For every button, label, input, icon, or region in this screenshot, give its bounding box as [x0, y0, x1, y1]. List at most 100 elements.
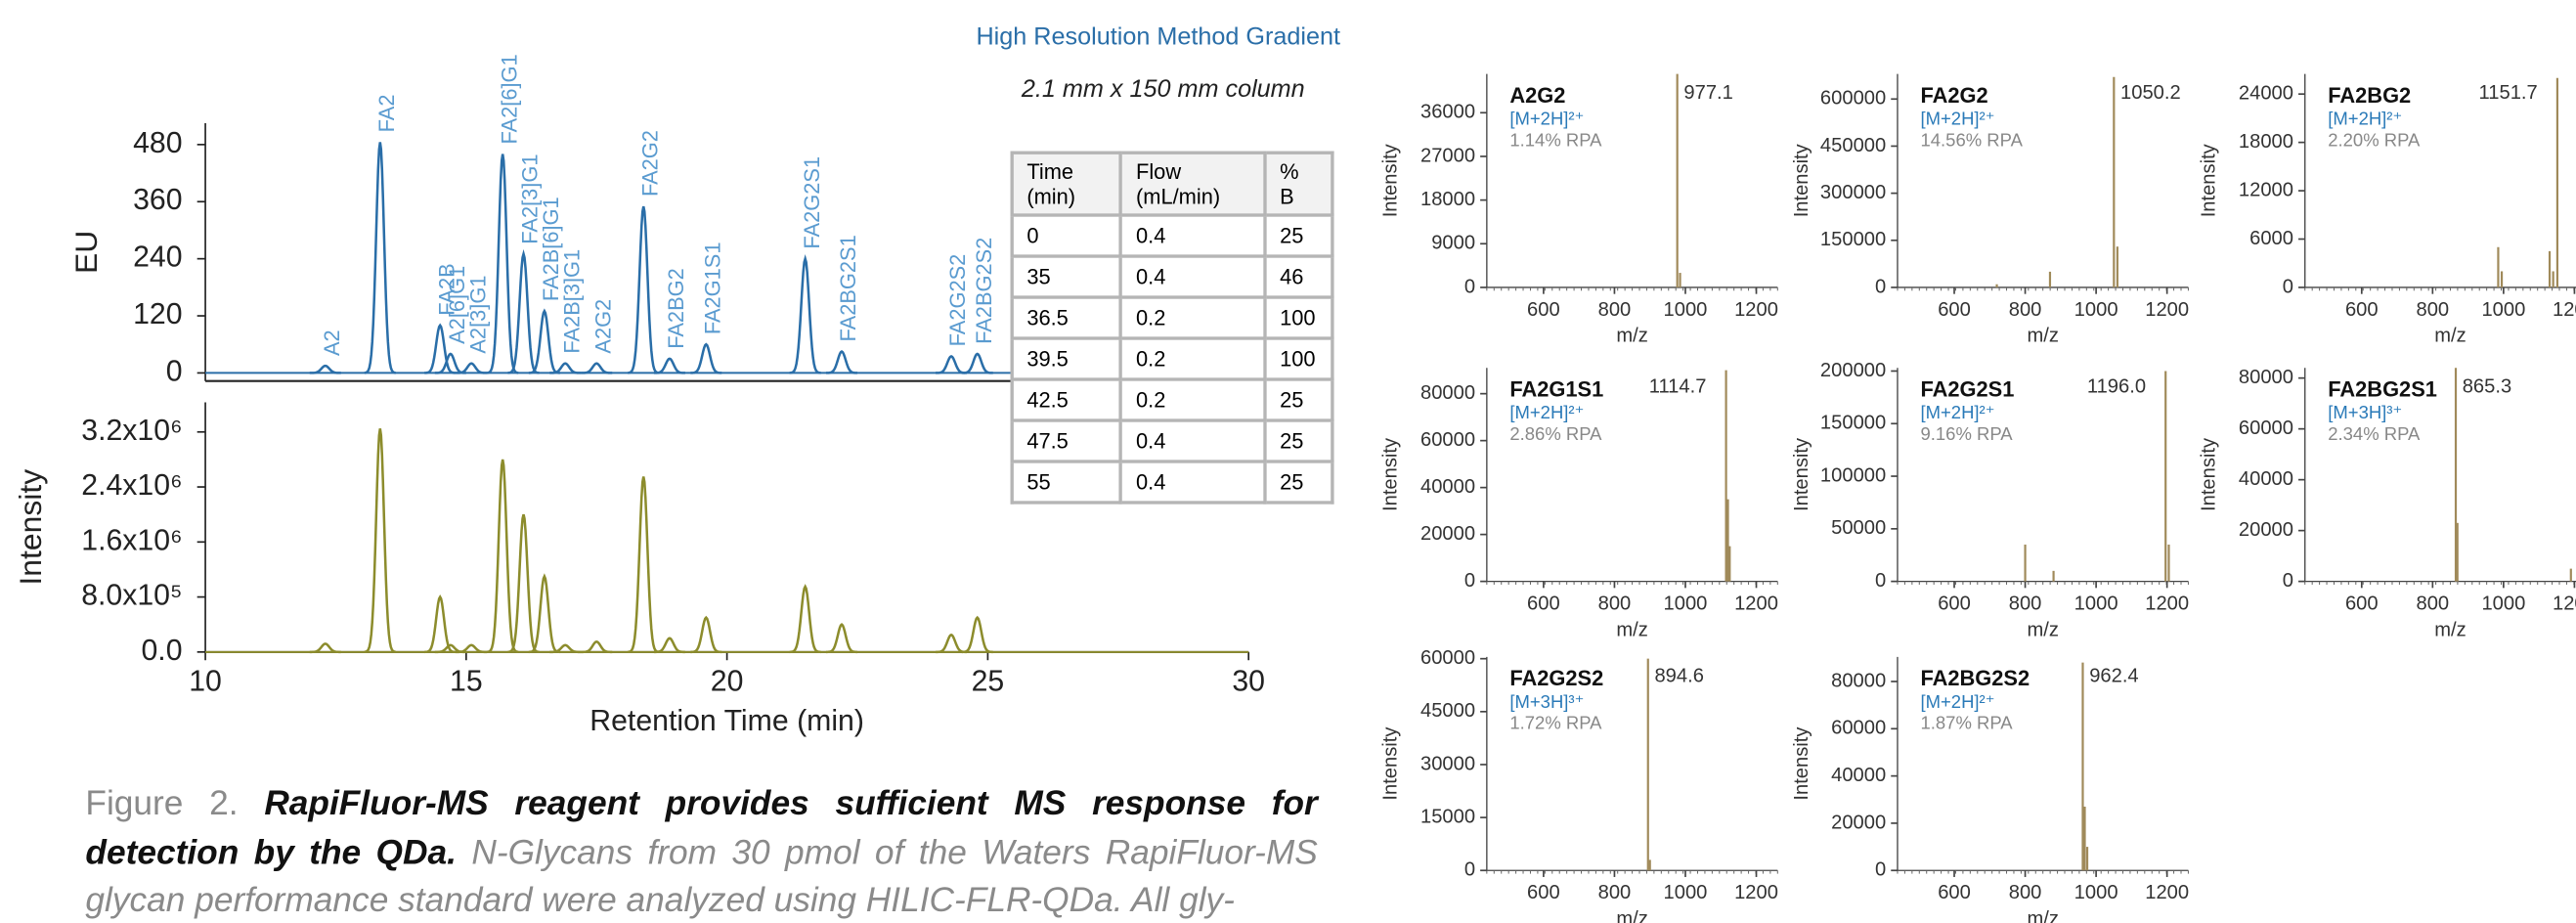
y-tick-label: 200000: [1820, 360, 1886, 381]
adduct: [M+2H]²⁺: [1921, 402, 1995, 422]
y-tick-label: 40000: [1420, 476, 1475, 498]
table-row: 55 0.4 25: [1010, 460, 1334, 505]
x-tick-label: 1200: [1734, 882, 1778, 903]
y-tick-label: 0: [2283, 276, 2293, 297]
spectrum-title: FA2BG2: [2328, 83, 2411, 108]
x-axis-label: m/z: [2027, 619, 2058, 640]
spectrum-title: FA2BG2S2: [1921, 666, 2030, 690]
chart-subtitle: 2.1 mm x 150 mm column: [1021, 75, 1305, 103]
x-tick-label: 1000: [2481, 299, 2525, 321]
x-tick-label: 1200: [2145, 299, 2189, 321]
header-cell: Time (min): [1010, 151, 1123, 217]
y-tick-label: 60000: [1420, 647, 1475, 669]
y-tick-label: 20000: [1831, 812, 1886, 833]
y-tick-label: 360: [133, 184, 182, 216]
y-tick-label: 18000: [2239, 131, 2293, 153]
y-tick-label: 20000: [1420, 523, 1475, 545]
y-axis-label: Intensity: [2199, 143, 2220, 217]
x-tick-label: 1200: [2553, 593, 2576, 614]
table-cell: 55: [1010, 460, 1123, 505]
y-tick-label: 0: [1875, 570, 1886, 592]
table-row: 42.5 0.2 25: [1010, 377, 1334, 422]
x-axis-label: m/z: [2434, 619, 2466, 640]
table-cell: 0.4: [1119, 460, 1267, 505]
y-tick-label: 0: [166, 355, 183, 387]
peak: [581, 639, 613, 654]
y-tick-label: 0: [1464, 276, 1475, 297]
x-axis-label: m/z: [2027, 908, 2058, 923]
table-cell: 0.4: [1119, 254, 1267, 299]
x-tick-label: 1000: [1664, 593, 1708, 614]
y-tick-label: 15000: [1420, 806, 1475, 827]
peak: [364, 142, 396, 374]
rpa: 9.16% RPA: [1921, 423, 2014, 444]
peak-label: FA2G2: [637, 130, 662, 197]
adduct: [M+2H]²⁺: [1921, 691, 1995, 712]
y-tick-label: 27000: [1420, 145, 1475, 166]
y-tick-label: 80000: [1420, 382, 1475, 404]
y-tick-label: 36000: [1420, 102, 1475, 123]
peak: [628, 205, 660, 374]
spectrum-title: FA2G2S1: [1921, 377, 2015, 402]
y-tick-label: 40000: [1831, 765, 1886, 786]
table-cell: 39.5: [1010, 336, 1123, 381]
y-tick-label: 0: [1875, 276, 1886, 297]
table-cell: 25: [1263, 460, 1334, 505]
x-tick-label: 600: [2345, 299, 2379, 321]
y-tick-label: 150000: [1820, 229, 1886, 250]
peak-label: FA2BG2S1: [836, 235, 860, 341]
rpa: 2.20% RPA: [2328, 129, 2421, 150]
peak-label: A2: [320, 330, 344, 356]
y-tick-label: 0: [1464, 570, 1475, 592]
table-body: 0 0.4 25 35 0.4 46 36.5 0.2 100 39.5 0.2 100 42.5 0.2…: [1010, 213, 1334, 505]
y-tick-label: 3.2x10⁶: [81, 415, 182, 447]
peak: [690, 342, 722, 374]
table-cell: 42.5: [1010, 377, 1123, 422]
y-tick-label: 0.0: [141, 635, 182, 667]
y-tick-label: 80000: [2239, 367, 2293, 388]
spectrum-title: FA2G2: [1921, 83, 1988, 108]
peak: [456, 362, 488, 374]
x-axis-label: m/z: [2434, 326, 2466, 347]
adduct: [M+2H]²⁺: [2328, 108, 2402, 128]
y-tick-label: 80000: [1831, 670, 1886, 691]
x-tick-label: 1000: [2074, 299, 2118, 321]
x-tick-label: 30: [1232, 666, 1265, 698]
spectrum-title: FA2G2S2: [1509, 666, 1603, 690]
x-axis-label: Retention Time (min): [589, 705, 864, 737]
y-axis-label: Intensity: [1791, 437, 1812, 511]
peak-label: FA2B[6]G1: [539, 197, 563, 301]
spectrum-title: FA2G1S1: [1509, 377, 1603, 402]
peak-label: FA2BG2: [664, 268, 688, 348]
x-tick-label: 1000: [1664, 882, 1708, 903]
y-axis-label: Intensity: [1380, 143, 1402, 217]
adduct: [M+3H]³⁺: [1509, 691, 1584, 712]
y-tick-label: 30000: [1420, 753, 1475, 774]
x-tick-label: 800: [2009, 299, 2042, 321]
table-cell: 0.2: [1119, 336, 1267, 381]
y-axis-label: Intensity: [13, 469, 48, 586]
spectrum-title: A2G2: [1509, 83, 1565, 108]
x-tick-label: 1000: [2074, 593, 2118, 614]
y-axis-label: Intensity: [1791, 143, 1812, 217]
peak: [961, 615, 993, 654]
peak-label: A2[3]G1: [465, 276, 490, 354]
peak: [309, 642, 341, 654]
table-header: Time (min) Flow (mL/min) % B: [1010, 151, 1334, 217]
x-tick-label: 25: [972, 666, 1005, 698]
rpa: 1.87% RPA: [1921, 713, 2014, 733]
table-cell: 35: [1010, 254, 1123, 299]
x-tick-label: 1200: [1734, 299, 1778, 321]
peak-label: FA2BG2S2: [972, 238, 996, 344]
y-tick-label: 600000: [1820, 88, 1886, 110]
peak: [825, 350, 858, 374]
peak-label: FA2G2S1: [800, 156, 824, 249]
spectrum-title: FA2BG2S1: [2328, 377, 2437, 402]
y-tick-label: 24000: [2239, 83, 2293, 105]
y-tick-label: 0: [1875, 859, 1886, 881]
x-tick-label: 600: [1938, 593, 1971, 614]
x-tick-label: 1000: [2074, 882, 2118, 903]
y-axis-label: Intensity: [2199, 437, 2220, 511]
y-tick-label: 450000: [1820, 135, 1886, 156]
